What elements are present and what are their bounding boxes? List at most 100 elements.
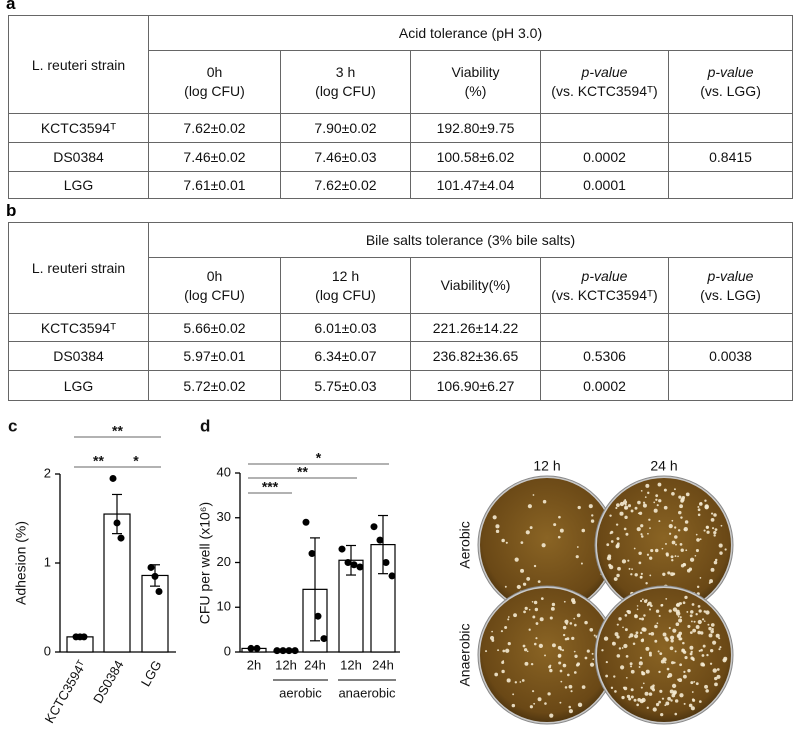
colony — [679, 663, 683, 667]
colony — [570, 690, 573, 693]
colony — [674, 535, 678, 539]
cell — [667, 171, 794, 199]
colony — [643, 614, 646, 617]
colony — [713, 530, 717, 535]
colony — [630, 688, 634, 692]
colony — [679, 637, 683, 641]
colony — [559, 528, 564, 533]
colony — [687, 668, 691, 673]
colony — [672, 572, 676, 576]
colony — [532, 494, 535, 496]
colony — [663, 488, 667, 492]
colony — [661, 697, 665, 700]
colony — [574, 623, 577, 627]
colony — [544, 702, 547, 705]
colony — [697, 513, 701, 517]
colony — [524, 661, 529, 666]
colony — [638, 666, 641, 668]
colony — [624, 614, 628, 617]
colony — [568, 709, 573, 714]
colony — [655, 609, 660, 613]
colony — [591, 652, 594, 655]
colony — [548, 665, 552, 669]
colony — [684, 656, 688, 660]
colony — [646, 553, 650, 556]
colony — [671, 519, 674, 522]
panel-label: d — [200, 416, 210, 435]
colony — [505, 648, 510, 653]
colony — [630, 509, 634, 513]
data-point — [279, 647, 287, 655]
colony — [653, 501, 656, 504]
colony — [506, 678, 511, 683]
colony — [708, 633, 713, 638]
colony — [710, 629, 714, 634]
panel-label: a — [6, 0, 16, 13]
colony — [693, 680, 696, 683]
colony — [504, 585, 507, 588]
colony — [559, 669, 563, 673]
colony — [620, 665, 625, 670]
colony — [621, 559, 627, 564]
column-header: 0h (log CFU) — [148, 257, 281, 314]
colony — [592, 658, 595, 661]
colony — [568, 705, 572, 709]
colony — [649, 574, 652, 577]
colony — [629, 662, 633, 666]
colony — [617, 566, 621, 571]
colony — [674, 712, 678, 716]
cell: 5.72±0.02 — [148, 370, 281, 401]
colony — [698, 609, 702, 613]
colony — [685, 549, 688, 552]
colony — [485, 650, 488, 653]
colony — [706, 653, 709, 657]
colony — [623, 527, 627, 531]
colony — [648, 632, 651, 636]
colony — [533, 600, 538, 605]
colony — [648, 556, 653, 560]
colony — [489, 635, 495, 641]
colony — [689, 652, 693, 656]
colony — [638, 617, 642, 620]
colony — [700, 502, 703, 505]
x-tick-label: LGG — [138, 658, 165, 689]
colony — [691, 620, 693, 623]
colony — [525, 530, 530, 535]
colony — [692, 628, 697, 633]
cell: 0.0038 — [668, 341, 793, 371]
colony — [659, 652, 663, 656]
data-point — [247, 644, 255, 652]
colony — [658, 700, 662, 704]
colony — [618, 617, 622, 621]
colony — [571, 598, 576, 603]
cell: LGG — [8, 370, 149, 401]
colony — [685, 492, 690, 497]
colony — [689, 557, 695, 562]
colony — [707, 623, 710, 626]
colony — [627, 610, 632, 615]
colony — [619, 511, 624, 516]
colony — [591, 514, 594, 517]
colony — [643, 599, 648, 603]
column-header: p-value (vs. LGG) — [668, 257, 793, 314]
colony — [501, 660, 505, 664]
colony — [521, 679, 525, 682]
colony — [649, 653, 652, 657]
colony — [512, 693, 515, 696]
colony — [561, 649, 565, 652]
y-tick-label: 10 — [217, 599, 231, 614]
row: LGG 5.72±0.02 5.75±0.03 106.90±6.27 0.0002 — [8, 370, 793, 401]
colony — [609, 532, 612, 535]
colony — [709, 662, 713, 665]
colony — [642, 503, 647, 508]
colony — [533, 564, 537, 568]
colony — [657, 482, 662, 487]
colony — [660, 604, 664, 607]
colony — [495, 529, 500, 534]
colony — [712, 527, 715, 530]
colony — [674, 699, 679, 703]
header-line: (log CFU) — [315, 286, 376, 303]
colony — [687, 624, 691, 628]
colony — [632, 642, 636, 646]
row: LGG 7.61±0.01 7.62±0.02 101.47±4.04 0.0001 — [8, 171, 794, 199]
